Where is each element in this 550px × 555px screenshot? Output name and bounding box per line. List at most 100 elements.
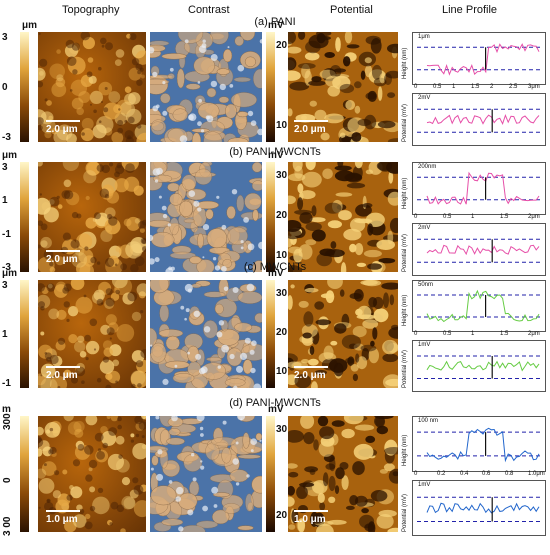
potential-scale-label: 1mV [418, 342, 431, 348]
potential-scale-label: 2.0 μm [294, 370, 326, 381]
height-x-tick-label: 1.5 [471, 84, 480, 90]
contrast-image [150, 416, 262, 532]
potential-profile-plot [412, 223, 546, 276]
topography-tick-label: 3 [2, 32, 8, 43]
potential-tick-label: 10 [276, 366, 288, 377]
potential-tick-label: 20 [276, 210, 288, 221]
potential-tick-label: 10 [276, 250, 288, 261]
potential-axis-label: Potential (mV) [402, 103, 408, 142]
topography-color-scale [20, 416, 29, 532]
panel-title: (b) PANI-MWCNTs [229, 146, 321, 158]
potential-tick-label: 20 [276, 510, 288, 521]
height-x-tick-label: 0.5 [443, 331, 452, 337]
height-scale-label: 50nm [418, 282, 434, 288]
potential-profile-plot [412, 480, 546, 536]
topography-tick-label: 3 00 [2, 516, 13, 536]
topography-tick-label: -1 [2, 229, 11, 240]
height-scale-label: 1μm [418, 34, 430, 40]
height-axis-label: Height (nm) [402, 294, 408, 326]
topography-tick-label: -3 [2, 262, 11, 273]
topography-scale-bar [46, 120, 80, 122]
topography-scale-label: 1.0 μm [46, 514, 78, 525]
height-x-tick-label: 0.5 [443, 214, 452, 220]
potential-tick-label: 20 [276, 40, 288, 51]
topography-scale-label: 2.0 μm [46, 254, 78, 265]
potential-color-scale [266, 32, 275, 142]
height-scale-label: 100 nm [418, 418, 439, 424]
height-x-tick-label: 3μm [528, 84, 540, 90]
potential-image [288, 416, 398, 532]
height-x-tick-label: 1.5 [500, 331, 509, 337]
topography-image [38, 416, 146, 532]
topography-tick-label: -3 [2, 132, 11, 143]
topography-scale-label: 2.0 μm [46, 124, 78, 135]
topography-tick-label: 300 [2, 413, 13, 430]
topography-tick-label: 1 [2, 195, 8, 206]
potential-tick-label: 30 [276, 288, 288, 299]
height-profile-plot [412, 162, 546, 215]
panel-title: (a) PANI [254, 16, 296, 28]
header-line-profile: Line Profile [442, 4, 498, 16]
height-x-tick-label: 2 [490, 84, 494, 90]
contrast-image [150, 280, 262, 388]
header-topography: Topography [62, 4, 120, 16]
topography-tick-label: -1 [2, 378, 11, 389]
potential-scale-bar [294, 366, 328, 368]
topography-tick-label: 3 [2, 280, 8, 291]
height-axis-label: Height (nm) [402, 177, 408, 209]
height-profile-plot [412, 416, 546, 472]
potential-image [288, 280, 398, 388]
height-x-tick-label: 0 [414, 331, 418, 337]
topography-scale-bar [46, 366, 80, 368]
potential-tick-label: 10 [276, 120, 288, 131]
potential-scale-label: 2mV [418, 225, 431, 231]
potential-scale-label: 1mV [418, 482, 431, 488]
height-scale-label: 200nm [418, 164, 437, 170]
potential-color-scale [266, 162, 275, 272]
potential-scale-label: 2mV [418, 95, 431, 101]
height-x-tick-label: 0 [414, 471, 418, 477]
topography-color-scale [20, 280, 29, 388]
potential-color-scale [266, 416, 275, 532]
potential-scale-bar [294, 510, 328, 512]
potential-unit: mV [268, 150, 284, 161]
topography-unit: m [2, 404, 11, 415]
potential-axis-label: Potential (mV) [402, 349, 408, 388]
topography-color-scale [20, 32, 29, 142]
height-x-tick-label: 1 [471, 331, 475, 337]
topography-unit: μm [2, 150, 18, 161]
height-x-tick-label: 1.5 [500, 214, 509, 220]
potential-unit: mV [268, 20, 284, 31]
potential-image [288, 32, 398, 142]
potential-unit: mV [268, 268, 284, 279]
topography-scale-label: 2.0 μm [46, 370, 78, 381]
contrast-image [150, 162, 262, 272]
potential-image [288, 162, 398, 272]
potential-tick-label: 30 [276, 170, 288, 181]
potential-tick-label: 30 [276, 424, 288, 435]
potential-scale-bar [294, 120, 328, 122]
topography-scale-bar [46, 250, 80, 252]
height-x-tick-label: 0.8 [505, 471, 514, 477]
topography-image [38, 162, 146, 272]
potential-scale-label: 2.0 μm [294, 124, 326, 135]
height-x-tick-label: 2.5 [509, 84, 518, 90]
height-x-tick-label: 1 [471, 214, 475, 220]
height-x-tick-label: 1.0μm [528, 471, 545, 477]
height-axis-label: Height (nm) [402, 434, 408, 466]
panel-title: (c) MWCNTs [243, 261, 307, 273]
panel-title: (d) PANI-MWCNTs [229, 397, 321, 409]
topography-image [38, 32, 146, 142]
potential-profile-plot [412, 340, 546, 392]
height-x-tick-label: 2μm [528, 214, 540, 220]
height-axis-label: Height (nm) [402, 47, 408, 79]
potential-unit: mV [268, 404, 284, 415]
topography-unit: μm [22, 20, 38, 31]
potential-axis-label: Potential (mV) [402, 493, 408, 532]
height-x-tick-label: 0.5 [433, 84, 442, 90]
height-x-tick-label: 0 [414, 214, 418, 220]
topography-tick-label: 3 [2, 162, 8, 173]
potential-color-scale [266, 280, 275, 388]
topography-tick-label: 1 [2, 329, 8, 340]
potential-scale-label: 1.0 μm [294, 514, 326, 525]
